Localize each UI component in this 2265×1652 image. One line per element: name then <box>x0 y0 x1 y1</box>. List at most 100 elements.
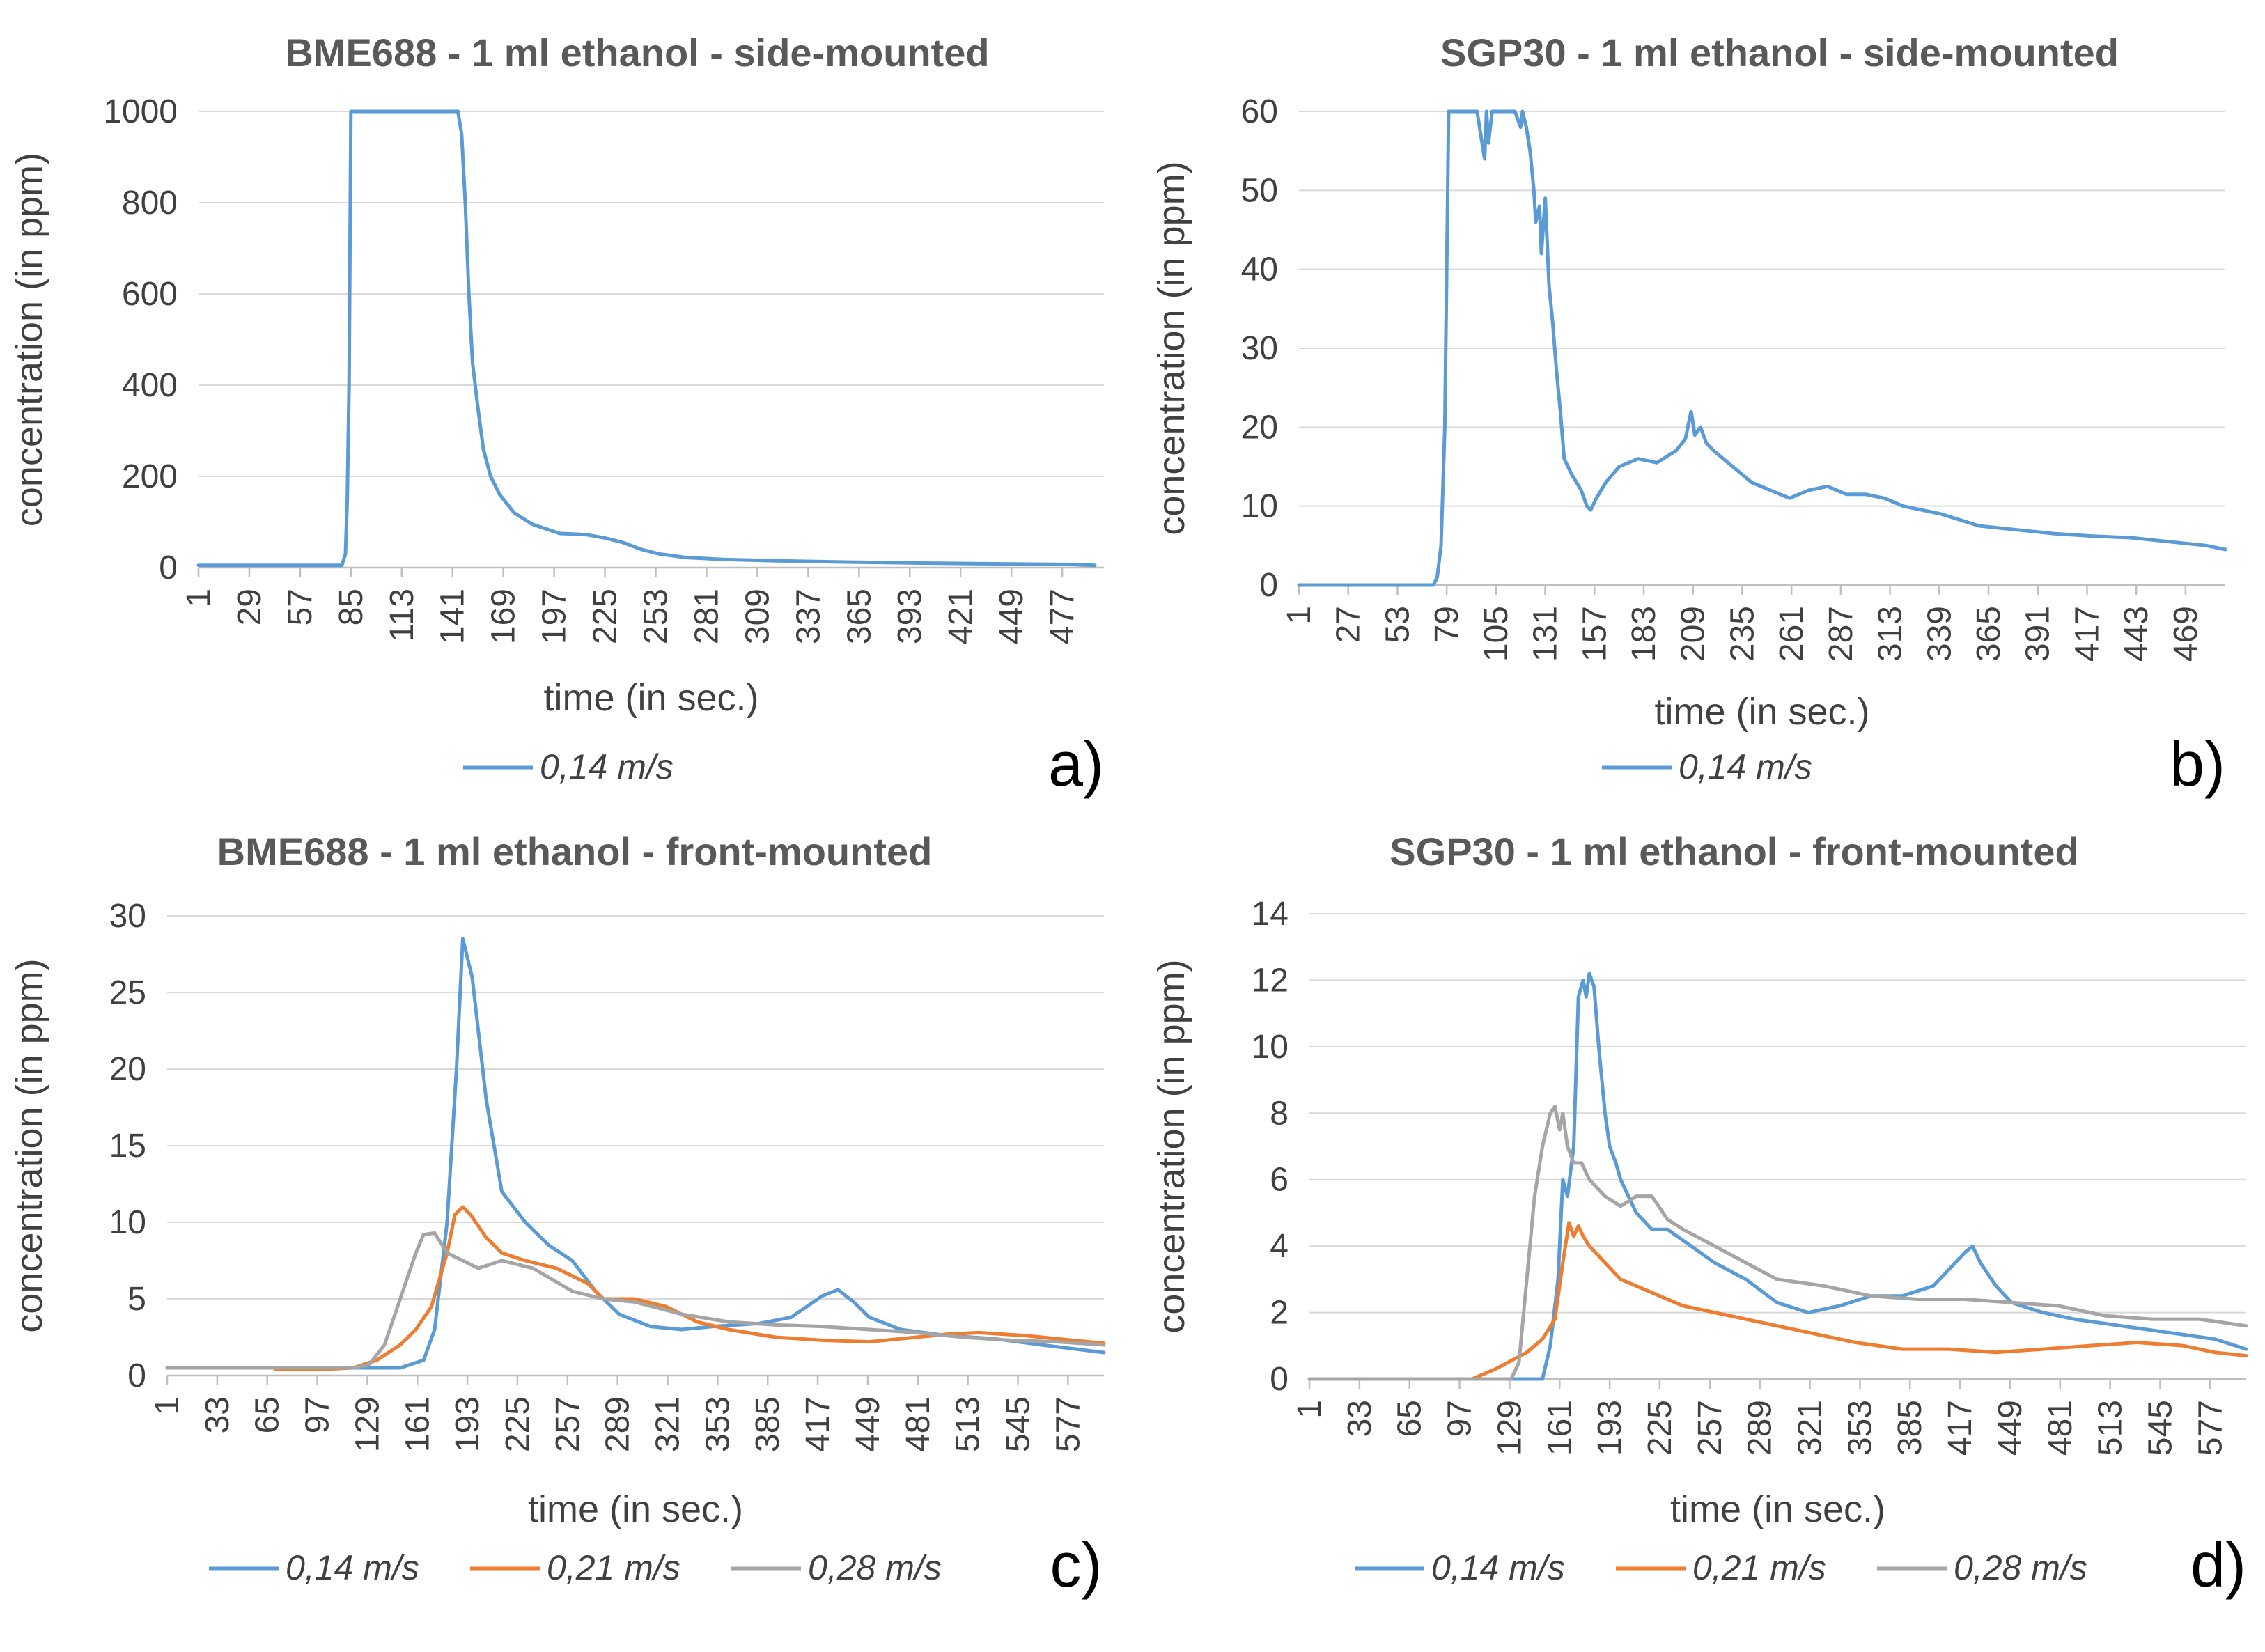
x-tick-label: 365 <box>841 589 878 644</box>
x-tick-label: 289 <box>600 1396 637 1452</box>
y-tick-label: 5 <box>127 1281 146 1318</box>
x-tick-label: 129 <box>349 1396 386 1452</box>
x-tick-label: 65 <box>1392 1400 1429 1437</box>
x-axis-label: time (in sec.) <box>1670 1488 1885 1530</box>
x-tick-label: 257 <box>550 1396 586 1452</box>
chart-title: SGP30 - 1 ml ethanol - front-mounted <box>1390 829 2078 873</box>
x-tick-label: 141 <box>435 589 472 644</box>
y-tick-label: 10 <box>109 1204 146 1241</box>
legend-label: 0,21 m/s <box>1692 1548 1826 1587</box>
x-tick-label: 417 <box>1942 1400 1979 1456</box>
x-tick-label: 477 <box>1044 589 1081 644</box>
x-tick-label: 1 <box>1291 1400 1328 1419</box>
x-tick-label: 339 <box>1921 606 1958 662</box>
x-tick-label: 281 <box>688 589 725 644</box>
y-tick-label: 0 <box>159 550 178 586</box>
x-tick-label: 97 <box>1442 1400 1479 1437</box>
x-tick-label: 29 <box>231 589 268 625</box>
x-tick-label: 393 <box>892 589 928 644</box>
x-tick-label: 225 <box>1642 1400 1679 1456</box>
y-tick-label: 4 <box>1270 1228 1289 1265</box>
x-tick-label: 391 <box>2020 606 2057 662</box>
series-line-1 <box>1307 1221 2248 1381</box>
legend-label: 0,21 m/s <box>547 1548 680 1587</box>
y-tick-label: 600 <box>122 276 178 313</box>
y-tick-label: 0 <box>1270 1361 1289 1398</box>
x-tick-label: 353 <box>699 1396 736 1452</box>
x-tick-label: 193 <box>449 1396 486 1452</box>
legend-label: 0,28 m/s <box>808 1548 942 1587</box>
x-tick-label: 209 <box>1675 606 1712 662</box>
x-tick-label: 513 <box>2092 1400 2129 1456</box>
x-tick-label: 545 <box>1000 1396 1037 1452</box>
x-tick-label: 161 <box>399 1396 436 1452</box>
y-tick-label: 12 <box>1252 962 1289 999</box>
legend-label: 0,28 m/s <box>1954 1548 2087 1587</box>
x-tick-label: 131 <box>1527 606 1564 662</box>
x-tick-label: 161 <box>1541 1400 1578 1456</box>
x-tick-label: 97 <box>299 1396 336 1433</box>
series-line-0 <box>196 109 1097 568</box>
x-tick-label: 443 <box>2118 606 2155 662</box>
x-tick-label: 313 <box>1872 606 1909 662</box>
y-tick-label: 20 <box>1241 409 1278 446</box>
y-tick-label: 200 <box>122 458 178 495</box>
y-tick-label: 1000 <box>103 93 178 130</box>
legend-label: 0,14 m/s <box>1431 1548 1565 1587</box>
panel-label: d) <box>2190 1531 2246 1600</box>
y-tick-label: 14 <box>1252 896 1289 933</box>
panel-a: BME688 - 1 ml ethanol - side-mounted 0 200… <box>8 31 1104 800</box>
x-tick-label: 577 <box>1050 1396 1087 1452</box>
x-tick-label: 235 <box>1724 606 1761 662</box>
x-tick-label: 169 <box>485 589 522 644</box>
x-tick-label: 385 <box>1892 1400 1929 1456</box>
x-tick-label: 33 <box>1341 1400 1378 1437</box>
x-tick-label: 385 <box>749 1396 786 1452</box>
x-tick-label: 287 <box>1823 606 1860 662</box>
x-tick-label: 289 <box>1742 1400 1779 1456</box>
x-tick-label: 481 <box>2042 1400 2079 1456</box>
panel-d: SGP30 - 1 ml ethanol - front-mounted 0 2 4 6… <box>1151 829 2248 1600</box>
x-tick-label: 105 <box>1478 606 1515 662</box>
y-tick-label: 60 <box>1241 93 1278 130</box>
y-tick-label: 30 <box>109 898 146 935</box>
x-tick-label: 417 <box>800 1396 836 1452</box>
y-tick-label: 8 <box>1270 1095 1289 1132</box>
series-line-0 <box>1307 972 2248 1381</box>
x-tick-label: 225 <box>499 1396 536 1452</box>
x-tick-label: 513 <box>950 1396 987 1452</box>
x-tick-label: 417 <box>2069 606 2106 662</box>
x-tick-label: 157 <box>1576 606 1613 662</box>
x-tick-label: 1 <box>1281 606 1318 625</box>
x-tick-label: 1 <box>149 1396 186 1415</box>
series-line-1 <box>273 1205 1106 1371</box>
series-line-0 <box>165 937 1106 1370</box>
x-tick-label: 365 <box>1970 606 2007 662</box>
x-axis-label: time (in sec.) <box>543 677 758 719</box>
legend-label: 0,14 m/s <box>286 1548 419 1587</box>
y-axis-label: concentration (in ppm) <box>8 958 50 1332</box>
x-tick-label: 53 <box>1379 606 1416 643</box>
y-axis-label: concentration (in ppm) <box>1151 959 1192 1333</box>
legend-label: 0,14 m/s <box>1679 747 1812 786</box>
chart-title: BME688 - 1 ml ethanol - front-mounted <box>217 829 933 873</box>
series-line-2 <box>165 1231 1106 1370</box>
y-tick-label: 25 <box>109 974 146 1011</box>
y-tick-label: 0 <box>127 1357 146 1394</box>
y-tick-label: 0 <box>1259 567 1278 604</box>
x-tick-label: 469 <box>2167 606 2204 662</box>
y-axis-label: concentration (in ppm) <box>1151 161 1192 535</box>
x-tick-label: 57 <box>282 589 319 625</box>
x-tick-label: 353 <box>1842 1400 1878 1456</box>
y-tick-label: 2 <box>1270 1295 1289 1332</box>
x-tick-label: 85 <box>333 589 370 625</box>
x-tick-label: 449 <box>850 1396 887 1452</box>
x-tick-label: 321 <box>1792 1400 1829 1456</box>
x-tick-label: 337 <box>790 589 827 644</box>
x-tick-label: 449 <box>993 589 1030 644</box>
x-axis-label: time (in sec.) <box>1654 691 1869 733</box>
chart-title: SGP30 - 1 ml ethanol - side-mounted <box>1440 31 2119 75</box>
y-axis-label: concentration (in ppm) <box>8 153 50 527</box>
y-tick-label: 400 <box>122 367 178 404</box>
